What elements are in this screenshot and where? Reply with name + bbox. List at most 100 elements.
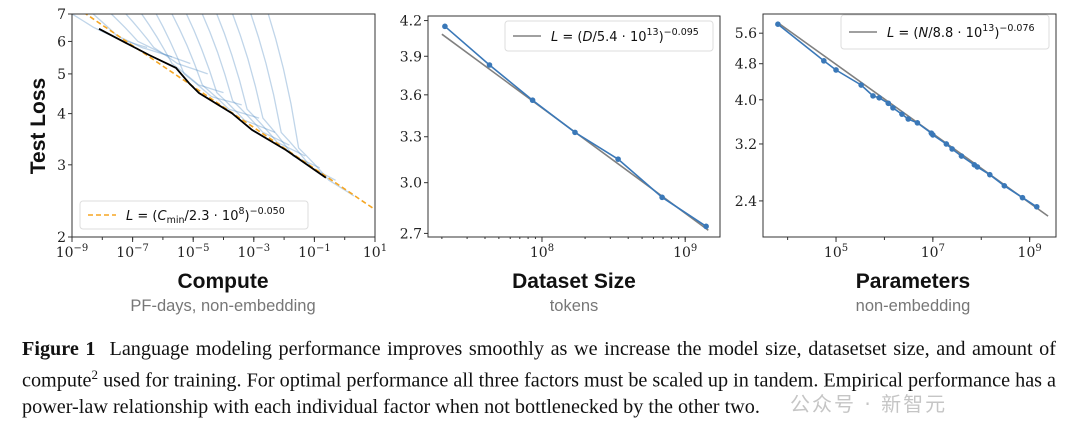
legend-label: L = (Cmin/2.3 · 108)−0.050 xyxy=(126,206,285,226)
x-tick-label: 101 xyxy=(363,243,387,261)
x-tick-label: 109 xyxy=(673,243,697,261)
data-point xyxy=(876,95,883,101)
data-line xyxy=(444,25,707,227)
data-point xyxy=(1033,203,1040,210)
y-tick-label: 3.3 xyxy=(400,130,422,146)
data-point xyxy=(885,100,892,107)
parameters-panel: 2.4 3.2 4.0 4.8 5.6 105 107 109 L = (N/8.8 · 101… xyxy=(735,13,1057,261)
data-point xyxy=(486,62,493,68)
learning-curve xyxy=(92,14,173,58)
data-point xyxy=(858,82,864,88)
learning-curve xyxy=(110,14,191,65)
legend-box xyxy=(79,200,309,230)
y-tick-label: 2 xyxy=(57,230,66,246)
learning-curve xyxy=(201,14,290,146)
dataset-size-subtitle: tokens xyxy=(550,297,599,315)
learning-curve xyxy=(171,14,260,119)
data-point xyxy=(914,120,921,126)
y-tick-label: 4.2 xyxy=(400,14,422,30)
data-point xyxy=(870,93,876,99)
compute-subtitle: PF-days, non-embedding xyxy=(130,297,315,315)
learning-curve xyxy=(231,14,320,169)
y-axis-label: Test Loss xyxy=(27,78,50,174)
caption-text: Language modeling performance improves s… xyxy=(22,338,1056,392)
data-point xyxy=(572,129,578,136)
caption-text-cont: used for training. For optimal performan… xyxy=(22,369,1057,418)
legend-box xyxy=(840,14,1050,50)
y-tick-label: 2.4 xyxy=(735,194,757,210)
legend: L = (D/5.4 · 1013)−0.095 xyxy=(504,20,714,52)
data-point xyxy=(703,223,709,230)
data-point xyxy=(442,23,448,30)
x-tick-label: 105 xyxy=(824,243,848,261)
plot-frame xyxy=(762,13,1057,238)
data-point xyxy=(974,164,981,170)
data-point xyxy=(930,132,936,138)
parameters-subtitle: non-embedding xyxy=(856,297,971,315)
compute-frontier-line xyxy=(98,28,327,179)
x-tick-label: 10−9 xyxy=(56,243,89,261)
parameters-title: Parameters xyxy=(856,270,970,293)
legend-box xyxy=(504,20,714,52)
compute-title: Compute xyxy=(178,270,269,293)
plot-area xyxy=(775,21,1049,217)
caption-label: Figure 1 xyxy=(22,338,96,360)
y-tick-label: 5.6 xyxy=(735,26,757,42)
y-tick-label: 4 xyxy=(57,107,66,123)
y-tick-label: 5 xyxy=(57,67,66,83)
data-point xyxy=(1019,194,1026,201)
dataset-size-panel: 2.7 3.0 3.3 3.6 3.9 4.2 108 109 L = (D/5.4 · 101… xyxy=(400,14,721,261)
plot-area xyxy=(72,14,375,211)
compute-panel: 2 3 4 5 6 7 10−9 10−7 10−5 10−3 10−1 101 L = (Cmin/2… xyxy=(56,7,387,261)
legend-label: L = (D/5.4 · 1013)−0.095 xyxy=(551,27,699,45)
y-tick-label: 4.0 xyxy=(735,93,757,109)
data-point xyxy=(958,153,965,159)
y-tick-label: 6 xyxy=(57,34,66,50)
x-tick-label: 10−1 xyxy=(298,243,331,261)
x-tick-label: 10−7 xyxy=(116,243,149,261)
y-tick-label: 2.7 xyxy=(400,226,422,242)
y-tick-label: 3.2 xyxy=(735,137,757,153)
plot-frame xyxy=(427,15,721,238)
x-tick-label: 10−3 xyxy=(238,243,271,261)
learning-curve xyxy=(141,14,224,94)
data-point xyxy=(775,21,781,28)
data-point xyxy=(529,97,536,104)
data-point xyxy=(986,171,993,178)
legend: L = (N/8.8 · 1013)−0.076 xyxy=(840,14,1050,50)
y-tick-label: 3.6 xyxy=(400,88,422,104)
legend: L = (Cmin/2.3 · 108)−0.050 xyxy=(79,200,309,230)
x-tick-label: 108 xyxy=(530,243,554,261)
data-point xyxy=(943,141,950,147)
y-tick-label: 4.8 xyxy=(735,57,757,73)
legend-label: L = (N/8.8 · 1013)−0.076 xyxy=(887,23,1035,41)
data-point xyxy=(821,58,827,64)
learning-curve xyxy=(185,14,276,134)
y-tick-label: 3.0 xyxy=(400,176,422,192)
data-point xyxy=(890,105,896,111)
y-tick-label: 3 xyxy=(57,158,66,174)
y-tick-label: 7 xyxy=(57,7,66,23)
data-point xyxy=(615,156,621,162)
data-line xyxy=(777,23,1038,208)
dataset-size-title: Dataset Size xyxy=(512,270,636,293)
x-tick-label: 10−5 xyxy=(177,243,210,261)
data-point xyxy=(899,111,905,117)
data-point xyxy=(833,67,839,73)
learning-curve xyxy=(155,14,242,106)
plot-area xyxy=(441,23,709,231)
y-tick-label: 3.9 xyxy=(400,49,422,65)
caption-footnote: 2 xyxy=(91,367,99,382)
data-point xyxy=(659,194,665,201)
data-point xyxy=(905,116,912,122)
learning-curve xyxy=(267,14,355,197)
x-tick-label: 107 xyxy=(921,243,945,261)
learning-curve xyxy=(216,14,306,157)
data-point xyxy=(1001,183,1008,189)
watermark: 公众号 · 新智元 xyxy=(790,392,948,416)
learning-curve xyxy=(125,14,208,75)
x-tick-label: 109 xyxy=(1018,243,1042,261)
figure-panels: 2 3 4 5 6 7 10−9 10−7 10−5 10−3 10−1 101 L = (Cmin/2… xyxy=(27,7,1057,315)
data-point xyxy=(949,146,955,152)
figure-caption: Figure 1 Language modeling performance im… xyxy=(22,336,1056,420)
